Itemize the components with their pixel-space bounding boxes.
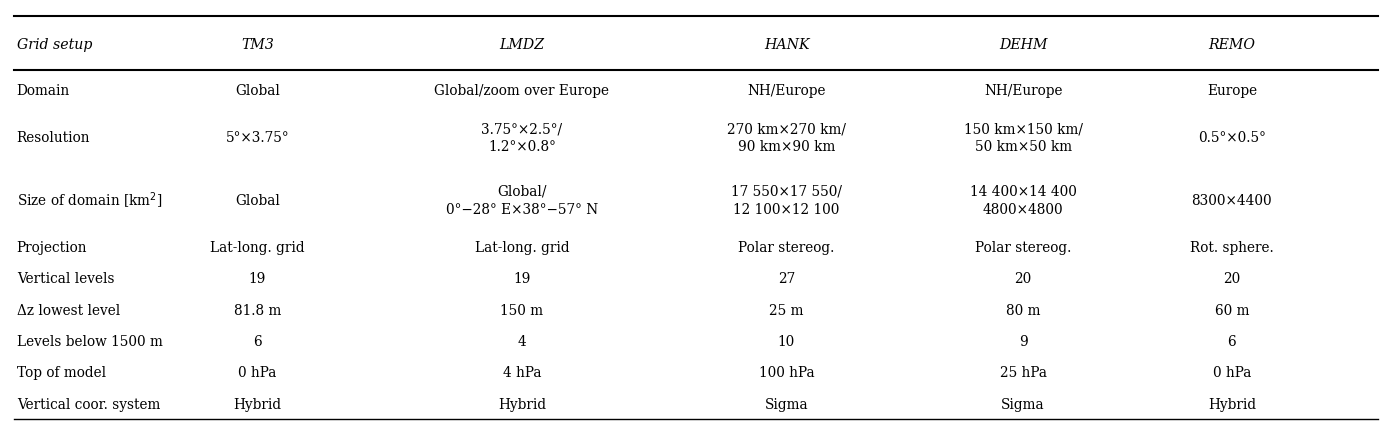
Text: Global/zoom over Europe: Global/zoom over Europe <box>434 84 610 98</box>
Text: 270 km×270 km/
90 km×90 km: 270 km×270 km/ 90 km×90 km <box>727 122 846 154</box>
Text: Sigma: Sigma <box>764 396 809 411</box>
Text: Vertical coor. system: Vertical coor. system <box>17 396 160 411</box>
Text: Vertical levels: Vertical levels <box>17 271 114 286</box>
Text: HANK: HANK <box>764 38 809 52</box>
Text: DEHM: DEHM <box>999 38 1047 52</box>
Text: 25 m: 25 m <box>770 303 803 317</box>
Text: 9: 9 <box>1019 334 1027 348</box>
Text: REMO: REMO <box>1208 38 1256 52</box>
Text: 4: 4 <box>518 334 526 348</box>
Text: Rot. sphere.: Rot. sphere. <box>1190 240 1274 254</box>
Text: 19: 19 <box>249 271 266 286</box>
Text: 14 400×14 400
4800×4800: 14 400×14 400 4800×4800 <box>970 184 1076 216</box>
Text: Polar stereog.: Polar stereog. <box>974 240 1072 254</box>
Text: 3.75°×2.5°/
1.2°×0.8°: 3.75°×2.5°/ 1.2°×0.8° <box>482 122 562 154</box>
Text: 0 hPa: 0 hPa <box>238 366 277 379</box>
Text: 6: 6 <box>253 334 262 348</box>
Text: 81.8 m: 81.8 m <box>234 303 281 317</box>
Text: Resolution: Resolution <box>17 131 90 145</box>
Text: Size of domain [km$^2$]: Size of domain [km$^2$] <box>17 190 163 211</box>
Text: Lat-long. grid: Lat-long. grid <box>475 240 569 254</box>
Text: 8300×4400: 8300×4400 <box>1192 194 1272 207</box>
Text: Grid setup: Grid setup <box>17 38 92 52</box>
Text: 6: 6 <box>1228 334 1236 348</box>
Text: 5°×3.75°: 5°×3.75° <box>226 131 290 145</box>
Text: 80 m: 80 m <box>1006 303 1040 317</box>
Text: NH/Europe: NH/Europe <box>748 84 825 98</box>
Text: 4 hPa: 4 hPa <box>503 366 541 379</box>
Text: Lat-long. grid: Lat-long. grid <box>210 240 305 254</box>
Text: 0 hPa: 0 hPa <box>1212 366 1251 379</box>
Text: Sigma: Sigma <box>1001 396 1045 411</box>
Text: TM3: TM3 <box>241 38 274 52</box>
Text: Δz lowest level: Δz lowest level <box>17 303 120 317</box>
Text: 19: 19 <box>514 271 530 286</box>
Text: 0.5°×0.5°: 0.5°×0.5° <box>1199 131 1265 145</box>
Text: Top of model: Top of model <box>17 366 106 379</box>
Text: 27: 27 <box>778 271 795 286</box>
Text: Global: Global <box>235 84 280 98</box>
Text: 25 hPa: 25 hPa <box>999 366 1047 379</box>
Text: 150 km×150 km/
50 km×50 km: 150 km×150 km/ 50 km×50 km <box>963 122 1083 154</box>
Text: 60 m: 60 m <box>1215 303 1249 317</box>
Text: Polar stereog.: Polar stereog. <box>738 240 835 254</box>
Text: 150 m: 150 m <box>501 303 543 317</box>
Text: Global: Global <box>235 194 280 207</box>
Text: NH/Europe: NH/Europe <box>984 84 1062 98</box>
Text: Global/
0°−28° E×38°−57° N: Global/ 0°−28° E×38°−57° N <box>445 184 599 216</box>
Text: Hybrid: Hybrid <box>1208 396 1256 411</box>
Text: 10: 10 <box>778 334 795 348</box>
Text: 100 hPa: 100 hPa <box>759 366 814 379</box>
Text: Domain: Domain <box>17 84 70 98</box>
Text: Europe: Europe <box>1207 84 1257 98</box>
Text: Levels below 1500 m: Levels below 1500 m <box>17 334 163 348</box>
Text: 17 550×17 550/
12 100×12 100: 17 550×17 550/ 12 100×12 100 <box>731 184 842 216</box>
Text: LMDZ: LMDZ <box>500 38 544 52</box>
Text: Hybrid: Hybrid <box>234 396 281 411</box>
Text: 20: 20 <box>1015 271 1031 286</box>
Text: Hybrid: Hybrid <box>498 396 546 411</box>
Text: Projection: Projection <box>17 240 88 254</box>
Text: 20: 20 <box>1224 271 1240 286</box>
